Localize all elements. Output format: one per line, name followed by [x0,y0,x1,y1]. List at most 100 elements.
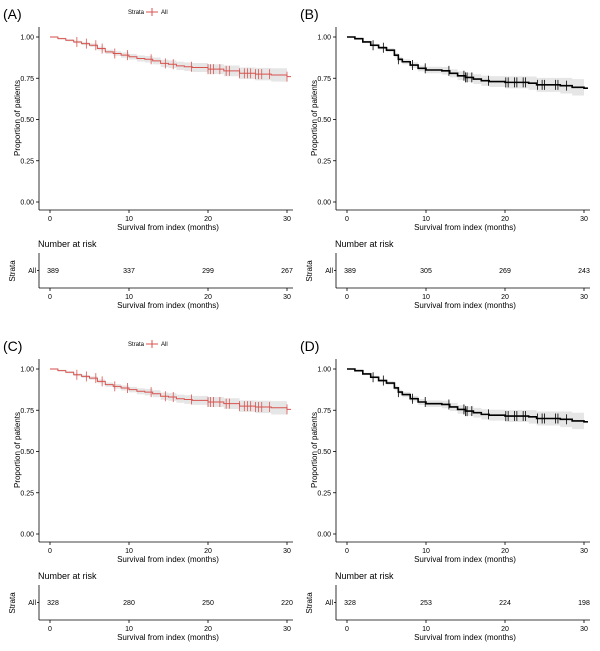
survival-curve [347,368,588,423]
risk-x-tick-label: 30 [580,294,588,301]
x-tick-label: 20 [204,548,212,555]
y-tick-label: 1.00 [20,35,34,42]
confidence-band [347,368,584,431]
risk-value: 269 [499,268,511,275]
risk-value: 250 [202,600,214,607]
legend-label: All [161,10,168,16]
risk-value: 267 [281,268,293,275]
x-tick-label: 20 [501,548,509,555]
risk-table-ylabel: Strata [305,260,314,282]
risk-value: 280 [123,600,135,607]
x-tick-label: 30 [283,216,291,223]
panel-label: (C) [3,338,22,354]
risk-x-axis-label: Survival from index (months) [117,301,219,310]
risk-x-tick-label: 20 [204,294,212,301]
panel-label: (A) [3,6,22,22]
risk-x-tick-label: 10 [422,626,430,633]
y-tick-label: 0.25 [20,490,34,497]
survival-curve [50,36,291,78]
risk-value: 305 [420,268,432,275]
confidence-band [347,36,584,97]
x-axis-label: Survival from index (months) [414,223,516,232]
risk-value: 299 [202,268,214,275]
y-tick-label: 0.50 [20,117,34,124]
risk-value: 243 [578,268,590,275]
risk-x-tick-label: 10 [422,294,430,301]
y-tick-label: 0.00 [20,532,34,539]
x-tick-label: 0 [48,216,52,223]
risk-x-axis-label: Survival from index (months) [414,633,516,642]
y-axis-label: Proportion of patients [13,412,22,488]
x-tick-label: 0 [345,216,349,223]
y-tick-label: 0.50 [20,449,34,456]
risk-value: 389 [47,268,59,275]
y-tick-label: 1.00 [317,35,331,42]
risk-x-tick-label: 30 [580,626,588,633]
risk-value: 198 [578,600,590,607]
risk-table-ylabel: Strata [8,260,17,282]
x-tick-label: 0 [345,548,349,555]
risk-x-tick-label: 0 [345,626,349,633]
risk-table-ylabel: Strata [8,592,17,614]
risk-x-axis-label: Survival from index (months) [414,301,516,310]
y-tick-label: 0.00 [317,532,331,539]
risk-row-label: All [28,268,36,275]
panel-label: (B) [300,6,319,22]
x-tick-label: 10 [125,548,133,555]
risk-value: 328 [344,600,356,607]
risk-row-label: All [325,600,333,607]
y-axis-label: Proportion of patients [310,412,319,488]
x-tick-label: 10 [422,216,430,223]
risk-x-tick-label: 10 [125,294,133,301]
survival-curve [50,368,291,410]
risk-value: 328 [47,600,59,607]
y-tick-label: 0.50 [317,449,331,456]
y-tick-label: 1.00 [317,367,331,374]
risk-row-label: All [325,268,333,275]
panel-1: (B) 0.00 0.25 0.50 0.75 1.00 0 10 20 30 Survival f… [300,6,590,310]
panel-label: (D) [300,338,319,354]
risk-value: 389 [344,268,356,275]
risk-table-title: Number at risk [38,239,97,249]
y-tick-label: 0.50 [317,117,331,124]
x-tick-label: 20 [501,216,509,223]
y-tick-label: 0.25 [20,158,34,165]
panel-0: (A) Strata All 0.00 0.25 0.50 0.75 1.00 0 10 20 30 S… [3,6,293,310]
y-axis-label: Proportion of patients [13,80,22,156]
y-tick-label: 1.00 [20,367,34,374]
x-axis-label: Survival from index (months) [414,555,516,564]
x-tick-label: 30 [283,548,291,555]
x-tick-label: 10 [422,548,430,555]
risk-x-tick-label: 20 [501,294,509,301]
risk-x-tick-label: 30 [283,626,291,633]
panel-2: (C) Strata All 0.00 0.25 0.50 0.75 1.00 0 10 20 30 S… [3,338,293,642]
y-axis-label: Proportion of patients [310,80,319,156]
x-axis-label: Survival from index (months) [117,555,219,564]
y-tick-label: 0.25 [317,158,331,165]
risk-table-title: Number at risk [38,571,97,581]
x-tick-label: 30 [580,548,588,555]
risk-x-axis-label: Survival from index (months) [117,633,219,642]
x-tick-label: 20 [204,216,212,223]
risk-table-title: Number at risk [335,571,394,581]
legend-title: Strata [128,10,145,16]
y-tick-label: 0.00 [20,200,34,207]
risk-x-tick-label: 0 [48,626,52,633]
risk-table-title: Number at risk [335,239,394,249]
risk-x-tick-label: 0 [48,294,52,301]
y-tick-label: 0.75 [20,76,34,83]
x-tick-label: 30 [580,216,588,223]
risk-row-label: All [28,600,36,607]
risk-value: 224 [499,600,511,607]
risk-x-tick-label: 0 [345,294,349,301]
x-tick-label: 0 [48,548,52,555]
legend-label: All [161,342,168,348]
risk-x-tick-label: 30 [283,294,291,301]
y-tick-label: 0.75 [20,408,34,415]
risk-value: 220 [281,600,293,607]
risk-x-tick-label: 20 [204,626,212,633]
y-tick-label: 0.25 [317,490,331,497]
panel-3: (D) 0.00 0.25 0.50 0.75 1.00 0 10 20 30 Survival f… [300,338,590,642]
survival-curve [347,36,588,89]
